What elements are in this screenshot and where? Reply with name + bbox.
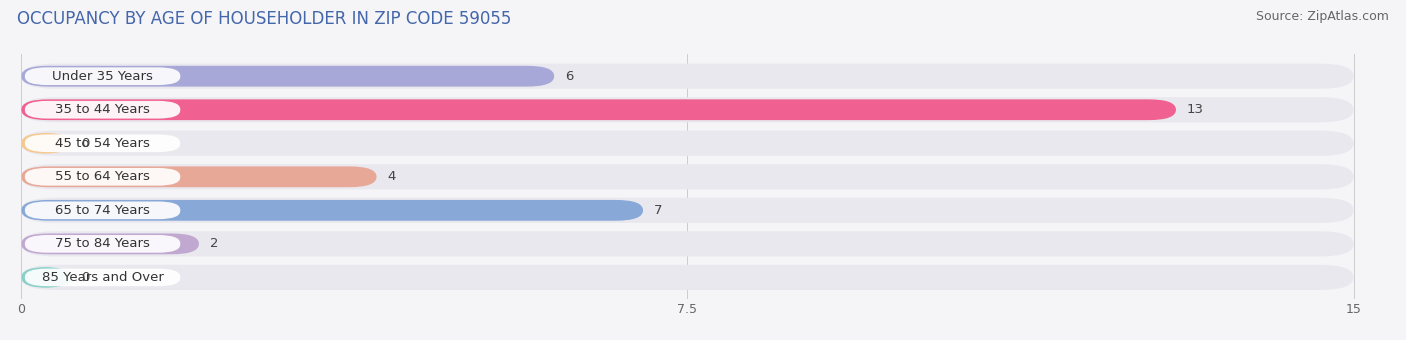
Text: OCCUPANCY BY AGE OF HOUSEHOLDER IN ZIP CODE 59055: OCCUPANCY BY AGE OF HOUSEHOLDER IN ZIP C… bbox=[17, 10, 512, 28]
FancyBboxPatch shape bbox=[21, 64, 1354, 89]
Text: 85 Years and Over: 85 Years and Over bbox=[42, 271, 163, 284]
FancyBboxPatch shape bbox=[21, 231, 1354, 256]
FancyBboxPatch shape bbox=[25, 269, 180, 286]
FancyBboxPatch shape bbox=[25, 168, 180, 186]
FancyBboxPatch shape bbox=[25, 67, 180, 85]
Text: 55 to 64 Years: 55 to 64 Years bbox=[55, 170, 150, 183]
FancyBboxPatch shape bbox=[21, 164, 1354, 189]
FancyBboxPatch shape bbox=[21, 234, 200, 254]
Text: 35 to 44 Years: 35 to 44 Years bbox=[55, 103, 150, 116]
Text: 6: 6 bbox=[565, 70, 574, 83]
FancyBboxPatch shape bbox=[25, 134, 180, 152]
Text: 13: 13 bbox=[1187, 103, 1204, 116]
Text: 65 to 74 Years: 65 to 74 Years bbox=[55, 204, 150, 217]
FancyBboxPatch shape bbox=[21, 200, 643, 221]
FancyBboxPatch shape bbox=[21, 265, 1354, 290]
FancyBboxPatch shape bbox=[21, 198, 1354, 223]
FancyBboxPatch shape bbox=[21, 99, 1175, 120]
FancyBboxPatch shape bbox=[21, 133, 70, 154]
FancyBboxPatch shape bbox=[25, 202, 180, 219]
Text: 0: 0 bbox=[80, 137, 89, 150]
Text: 4: 4 bbox=[387, 170, 395, 183]
Text: 7: 7 bbox=[654, 204, 662, 217]
Text: 0: 0 bbox=[80, 271, 89, 284]
FancyBboxPatch shape bbox=[21, 131, 1354, 156]
Text: 75 to 84 Years: 75 to 84 Years bbox=[55, 237, 150, 250]
FancyBboxPatch shape bbox=[21, 97, 1354, 122]
FancyBboxPatch shape bbox=[21, 267, 70, 288]
Text: 2: 2 bbox=[209, 237, 218, 250]
FancyBboxPatch shape bbox=[21, 166, 377, 187]
FancyBboxPatch shape bbox=[25, 101, 180, 119]
FancyBboxPatch shape bbox=[25, 235, 180, 253]
Text: Source: ZipAtlas.com: Source: ZipAtlas.com bbox=[1256, 10, 1389, 23]
FancyBboxPatch shape bbox=[21, 66, 554, 87]
Text: Under 35 Years: Under 35 Years bbox=[52, 70, 153, 83]
Text: 45 to 54 Years: 45 to 54 Years bbox=[55, 137, 150, 150]
